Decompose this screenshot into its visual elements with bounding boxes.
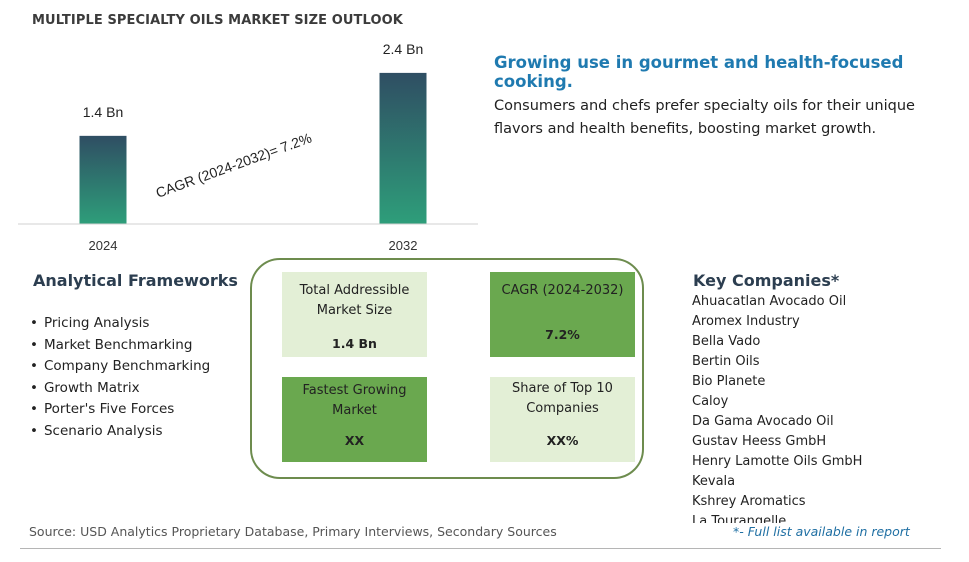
company-item: Bio Planete: [692, 374, 766, 389]
top10-share-label: Share of Top 10 Companies: [512, 381, 613, 416]
company-item: Caloy: [692, 394, 729, 409]
fastest-market-tile: Fastest Growing Market XX: [282, 377, 427, 462]
company-item: Ahuacatlan Avocado Oil: [692, 294, 847, 309]
bar-value-label: 1.4 Bn: [83, 104, 123, 120]
tam-label: Total Addressible Market Size: [299, 283, 410, 318]
top10-share-tile: Share of Top 10 Companies XX%: [490, 377, 635, 462]
company-item: Kevala: [692, 474, 736, 489]
company-item: Henry Lamotte Oils GmbH: [692, 454, 863, 469]
company-item: Kshrey Aromatics: [692, 494, 806, 509]
framework-item: Porter's Five Forces: [30, 399, 210, 421]
fastest-market-label: Fastest Growing Market: [302, 383, 407, 418]
frameworks-title: Analytical Frameworks: [33, 271, 238, 290]
frameworks-list: Pricing Analysis Market Benchmarking Com…: [30, 313, 210, 443]
page-title: MULTIPLE SPECIALTY OILS MARKET SIZE OUTL…: [32, 13, 403, 28]
framework-item: Scenario Analysis: [30, 421, 210, 443]
framework-item: Growth Matrix: [30, 378, 210, 400]
framework-item: Market Benchmarking: [30, 335, 210, 357]
cagr-label: CAGR (2024-2032): [501, 283, 624, 298]
framework-item: Company Benchmarking: [30, 356, 210, 378]
bar-value-label: 2.4 Bn: [383, 41, 423, 57]
description: Consumers and chefs prefer specialty oil…: [494, 98, 915, 137]
key-companies-list: Ahuacatlan Avocado Oil Aromex Industry B…: [692, 292, 962, 523]
cagr-annotation: CAGR (2024-2032)= 7.2%: [154, 129, 314, 200]
tam-value: 1.4 Bn: [332, 336, 377, 351]
cagr-tile: CAGR (2024-2032) 7.2%: [490, 272, 635, 357]
key-companies-title: Key Companies*: [693, 271, 840, 290]
company-item: Gustav Heess GmbH: [692, 434, 827, 449]
top10-share-value: XX%: [546, 433, 579, 448]
summary-panel: Total Addressible Market Size 1.4 Bn CAG…: [250, 258, 644, 479]
x-tick-label: 2032: [389, 238, 418, 253]
market-size-bar-chart: 1.4 Bn 2024 2.4 Bn 2032 CAGR (2024-2032)= 7…: [18, 41, 478, 253]
x-tick-label: 2024: [89, 238, 118, 253]
tam-tile: Total Addressible Market Size 1.4 Bn: [282, 272, 427, 357]
framework-item: Pricing Analysis: [30, 313, 210, 335]
company-item: Aromex Industry: [692, 314, 800, 329]
bar-2032: [379, 72, 427, 224]
headline: Growing use in gourmet and health-focuse…: [494, 53, 904, 91]
company-item: Bertin Oils: [692, 354, 760, 369]
cagr-value: 7.2%: [545, 327, 580, 342]
bottom-divider: [20, 548, 941, 549]
company-item: Bella Vado: [692, 334, 761, 349]
source-note: Source: USD Analytics Proprietary Databa…: [29, 524, 557, 539]
company-item: Da Gama Avocado Oil: [692, 414, 834, 429]
full-list-note: *- Full list available in report: [733, 524, 910, 539]
fastest-market-value: XX: [344, 433, 365, 448]
bar-2024: [79, 135, 127, 224]
company-item: La Tourangelle: [692, 514, 787, 523]
